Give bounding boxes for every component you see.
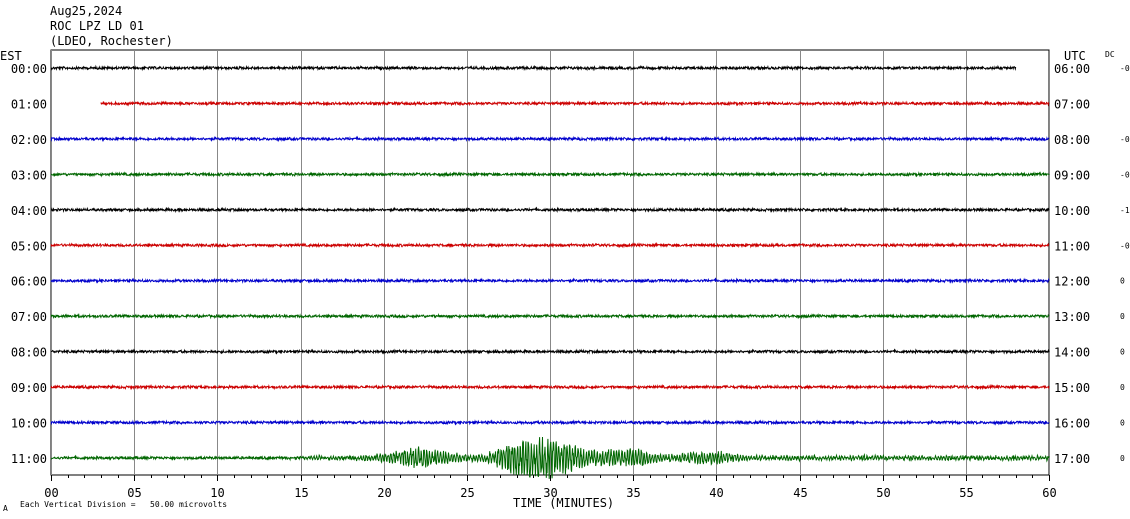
- utc-row-label: 11:00: [1054, 239, 1090, 253]
- est-row-label: 04:00: [11, 204, 47, 218]
- x-tick-label: 55: [959, 486, 973, 500]
- utc-row-label: 06:00: [1054, 62, 1090, 76]
- utc-row-label: 09:00: [1054, 168, 1090, 182]
- est-row-label: 00:00: [11, 62, 47, 76]
- est-row-label: 03:00: [11, 168, 47, 182]
- vertical-division-note: Each Vertical Division = 50.00 microvolt…: [20, 500, 228, 509]
- trace-line: [50, 206, 1050, 214]
- vertical-gridlines: [50, 49, 1050, 476]
- est-row-label: 05:00: [11, 239, 47, 253]
- record-date: Aug25,2024: [50, 4, 123, 18]
- est-row-label: 02:00: [11, 133, 47, 147]
- utc-row-label: 10:00: [1054, 204, 1090, 218]
- x-tick-label: 20: [377, 486, 391, 500]
- x-tick-label: 30: [543, 486, 557, 500]
- trace-line: [50, 277, 1050, 284]
- est-row-label: 11:00: [11, 452, 47, 466]
- est-row-label: 06:00: [11, 275, 47, 289]
- est-row-label: 07:00: [11, 310, 47, 324]
- trace-line: [50, 436, 1050, 479]
- utc-row-label: 15:00: [1054, 381, 1090, 395]
- x-tick-label: 40: [709, 486, 723, 500]
- dc-offset-label: 0: [1120, 454, 1125, 463]
- dc-offset-label: 0: [1120, 277, 1125, 286]
- dc-label: DC: [1105, 50, 1115, 59]
- dc-offset-label: 0: [1120, 348, 1125, 357]
- x-axis-title: TIME (MINUTES): [513, 496, 615, 510]
- est-row-label: 10:00: [11, 417, 47, 431]
- dc-offset-label: -0: [1120, 64, 1130, 73]
- left-zone-label: EST: [0, 49, 22, 63]
- network-name: (LDEO, Rochester): [50, 34, 173, 48]
- dc-offset-label: 0: [1120, 383, 1125, 392]
- trace-line: [50, 64, 1017, 72]
- utc-row-label: 16:00: [1054, 417, 1090, 431]
- utc-row-label: 08:00: [1054, 133, 1090, 147]
- est-row-label: 08:00: [11, 346, 47, 360]
- dc-offset-label: 0: [1120, 312, 1125, 321]
- utc-row-label: 07:00: [1054, 97, 1090, 111]
- utc-row-label: 14:00: [1054, 346, 1090, 360]
- seismic-traces: [50, 64, 1050, 479]
- x-tick-label: 50: [876, 486, 890, 500]
- trace-line: [100, 100, 1050, 107]
- utc-row-label: 13:00: [1054, 310, 1090, 324]
- trace-line: [50, 313, 1050, 320]
- trace-line: [50, 171, 1050, 178]
- dc-offset-label: -1: [1120, 206, 1130, 215]
- station-code: ROC LPZ LD 01: [50, 19, 144, 33]
- x-tick-label: 60: [1042, 486, 1056, 500]
- trace-line: [50, 135, 1050, 143]
- x-tick-label: 05: [127, 486, 141, 500]
- x-tick-label: 10: [210, 486, 224, 500]
- utc-row-label: 12:00: [1054, 275, 1090, 289]
- right-zone-label: UTC: [1064, 49, 1086, 63]
- x-tick-label: 25: [460, 486, 474, 500]
- trace-line: [50, 383, 1050, 391]
- x-tick-label: 15: [294, 486, 308, 500]
- x-tick-label: 00: [44, 486, 58, 500]
- dc-offset-label: -0: [1120, 135, 1130, 144]
- dc-offset-label: -0: [1120, 170, 1130, 179]
- x-tick-label: 35: [626, 486, 640, 500]
- trace-line: [50, 348, 1050, 355]
- trace-line: [50, 419, 1050, 426]
- trace-line: [50, 241, 1050, 249]
- est-row-label: 09:00: [11, 381, 47, 395]
- dc-offset-label: 0: [1120, 419, 1125, 428]
- utc-row-label: 17:00: [1054, 452, 1090, 466]
- est-row-label: 01:00: [11, 97, 47, 111]
- dc-offset-label: -0: [1120, 241, 1130, 250]
- footer-mark: A: [3, 504, 8, 513]
- x-tick-label: 45: [793, 486, 807, 500]
